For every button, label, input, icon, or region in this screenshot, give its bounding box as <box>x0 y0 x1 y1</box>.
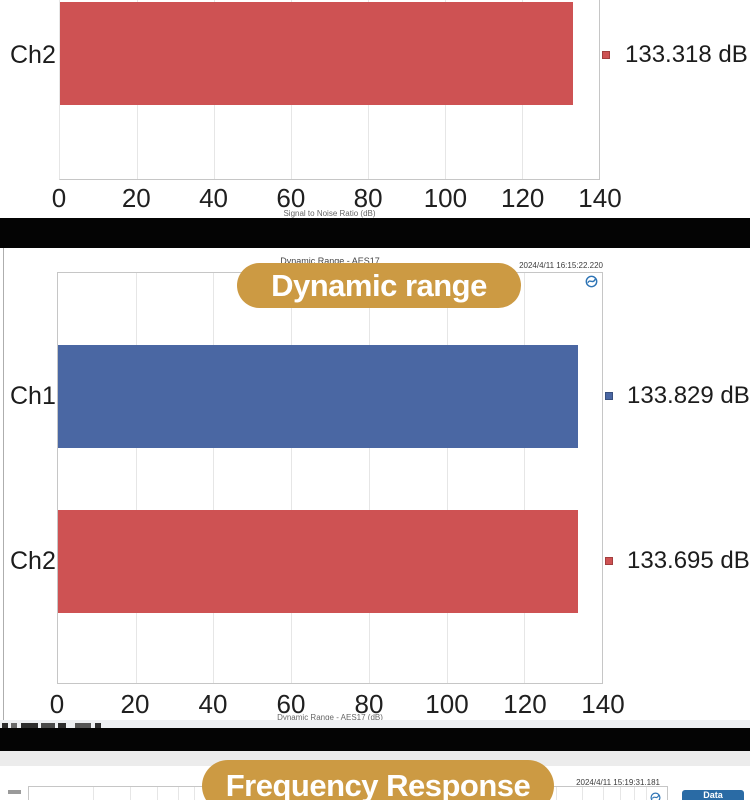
x-tick-label: 60 <box>276 689 306 719</box>
gridline <box>130 787 132 800</box>
snr-ch2-value: 133.318 dB <box>625 41 748 68</box>
gridline <box>603 787 604 800</box>
dr-bar-ch1 <box>58 345 579 448</box>
dr-row-label-ch1: Ch1 <box>10 382 56 410</box>
fr-axis-fragment <box>8 790 21 794</box>
snr-bar-ch2 <box>60 2 574 105</box>
x-tick-label: 40 <box>199 183 229 213</box>
gridline <box>135 273 137 683</box>
snr-plot-area <box>59 0 600 180</box>
x-tick-label: 140 <box>578 183 622 213</box>
dr-x-axis: 0 20 40 60 80 100 120 140 <box>50 689 625 719</box>
snr-row-label-ch2: Ch2 <box>10 41 56 69</box>
dr-timestamp: 2024/4/11 16:15:22.220 <box>519 261 603 270</box>
taskbar-icon[interactable] <box>41 723 55 728</box>
separator-bar-bottom <box>0 728 750 751</box>
x-tick-label: 20 <box>121 183 151 213</box>
gridline <box>291 273 293 683</box>
x-tick-label: 140 <box>581 689 625 719</box>
snr-ch2-marker-icon <box>602 51 610 59</box>
gridline <box>634 787 635 800</box>
gridline <box>368 273 370 683</box>
snr-axis-title: Signal to Noise Ratio (dB) <box>283 209 376 218</box>
frequency-response-overlay-badge: Frequency Response <box>202 760 554 800</box>
x-tick-label: 120 <box>501 183 545 213</box>
gridline <box>177 787 179 800</box>
ap-logo-icon <box>585 275 598 288</box>
taskbar-icon[interactable] <box>11 723 17 728</box>
x-tick-label: 120 <box>503 689 547 719</box>
taskbar-icon[interactable] <box>21 723 38 728</box>
window-top-strip <box>0 751 750 766</box>
fr-timestamp: 2024/4/11 15:19:31.181 <box>576 778 660 787</box>
taskbar-icon[interactable] <box>75 723 91 728</box>
gridline <box>582 787 584 800</box>
dynamic-range-overlay-badge: Dynamic range <box>237 263 521 308</box>
dr-chart-title: Dynamic Range - AES17 <box>280 256 380 266</box>
separator-bar-top <box>0 218 750 248</box>
dr-axis-title: Dynamic Range - AES17 (dB) <box>277 713 383 722</box>
dr-row-label-ch2: Ch2 <box>10 547 56 575</box>
snr-x-axis: 0 20 40 60 80 100 120 140 <box>52 183 622 213</box>
gridline <box>619 787 621 800</box>
taskbar-icon[interactable] <box>95 723 101 728</box>
x-tick-label: 0 <box>49 689 65 719</box>
dr-ch2-marker-icon <box>605 557 613 565</box>
window-left-edge <box>3 248 4 728</box>
gridline <box>524 273 526 683</box>
x-tick-label: 80 <box>354 689 384 719</box>
data-button[interactable]: Data <box>682 790 744 800</box>
x-tick-label: 60 <box>276 183 306 213</box>
dr-bar-ch2 <box>58 510 578 613</box>
gridline <box>646 787 648 800</box>
taskbar-icon[interactable] <box>58 723 66 728</box>
x-tick-label: 80 <box>353 183 383 213</box>
dr-plot-area <box>57 272 603 684</box>
ap-logo-icon <box>650 792 661 800</box>
x-tick-label: 40 <box>198 689 228 719</box>
dr-ch2-value: 133.695 dB <box>627 547 750 574</box>
x-tick-label: 20 <box>120 689 150 719</box>
taskbar-icon[interactable] <box>2 723 8 728</box>
x-tick-label: 100 <box>423 183 468 213</box>
taskbar-strip <box>0 720 750 728</box>
gridline <box>194 787 196 800</box>
gridline <box>213 273 215 683</box>
gridline <box>92 787 94 800</box>
gridline <box>555 787 557 800</box>
x-tick-label: 0 <box>51 183 67 213</box>
gridline <box>157 787 159 800</box>
dr-ch1-value: 133.829 dB <box>627 382 750 409</box>
dr-ch1-marker-icon <box>605 392 613 400</box>
x-tick-label: 100 <box>425 689 469 719</box>
gridline <box>446 273 448 683</box>
